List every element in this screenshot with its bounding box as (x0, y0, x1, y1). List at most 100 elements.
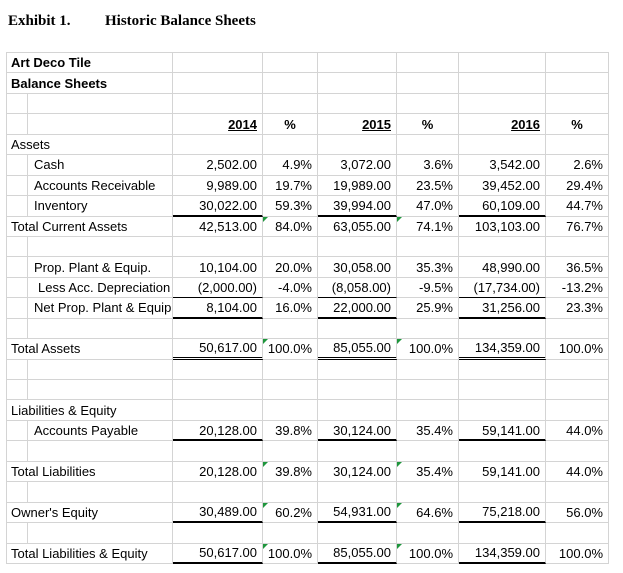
cell-percent: 4.9% (263, 155, 318, 176)
cell-value (459, 134, 546, 156)
row-label: Less Acc. Depreciation (28, 277, 173, 299)
spacer-cell (28, 523, 173, 544)
cell-value (459, 53, 546, 74)
spacer-cell (263, 318, 318, 340)
cell-value: 59,141.00 (459, 461, 546, 483)
spacer-cell (459, 359, 546, 380)
spacer-cell (397, 441, 459, 462)
cell-value: 20,128.00 (173, 461, 263, 483)
cell-percent: -9.5% (397, 277, 459, 299)
spacer-cell (397, 523, 459, 544)
spacer-cell (7, 441, 28, 462)
balance-sheet-grid: Art Deco Tile Balance Sheets 2014% 2015% 201… (6, 52, 609, 564)
indent-cell (7, 155, 28, 176)
exhibit-title: Exhibit 1. Historic Balance Sheets (8, 13, 256, 30)
error-indicator-icon (263, 339, 268, 345)
cell-percent (397, 134, 459, 156)
row-label: Net Prop. Plant & Equip (28, 298, 173, 319)
spacer-cell (263, 482, 318, 503)
year-header: 2014 (173, 114, 263, 135)
spacer-cell (459, 523, 546, 544)
cell-value: 3,072.00 (318, 155, 397, 176)
spacer-cell (318, 482, 397, 503)
cell-percent: 47.0% (397, 196, 459, 217)
spacer-cell (263, 359, 318, 380)
spacer-cell (263, 236, 318, 258)
cell-percent: 2.6% (546, 155, 609, 176)
spacer-cell (28, 236, 173, 258)
cell-percent: 100.0% (546, 339, 609, 360)
cell-percent (546, 53, 609, 74)
indent-cell (7, 420, 28, 442)
spacer-cell (173, 236, 263, 258)
cell-value (173, 53, 263, 74)
year-header: 2016 (459, 114, 546, 135)
spacer-cell (263, 93, 318, 115)
cell-percent: 74.1% (397, 216, 459, 237)
cell-percent: 39.8% (263, 461, 318, 483)
spacer-cell (173, 93, 263, 115)
error-indicator-icon (397, 543, 402, 549)
spacer-cell (28, 114, 173, 135)
cell-value: 31,256.00 (459, 298, 546, 319)
row-label: Prop. Plant & Equip. (28, 257, 173, 278)
cell-value: 30,124.00 (318, 461, 397, 483)
cell-percent (546, 400, 609, 421)
cell-value: 20,128.00 (173, 420, 263, 442)
spacer-cell (397, 380, 459, 401)
exhibit-number: Exhibit 1. (8, 13, 71, 29)
spacer-cell (546, 236, 609, 258)
spacer-cell (546, 380, 609, 401)
spacer-cell (7, 318, 28, 340)
row-label: Balance Sheets (7, 73, 173, 94)
spacer-cell (546, 482, 609, 503)
cell-percent: 100.0% (397, 543, 459, 564)
cell-value (459, 73, 546, 94)
spacer-cell (28, 359, 173, 380)
spacer-cell (459, 482, 546, 503)
spacer-cell (397, 318, 459, 340)
error-indicator-icon (263, 502, 268, 508)
cell-value: 75,218.00 (459, 502, 546, 524)
spacer-cell (7, 359, 28, 380)
cell-percent: -13.2% (546, 277, 609, 299)
cell-value: (8,058.00) (318, 277, 397, 299)
cell-value: 30,124.00 (318, 420, 397, 442)
cell-value (318, 53, 397, 74)
cell-value: 50,617.00 (173, 339, 263, 360)
cell-percent: 16.0% (263, 298, 318, 319)
cell-value: 30,058.00 (318, 257, 397, 278)
cell-percent: 59.3% (263, 196, 318, 217)
cell-percent (263, 53, 318, 74)
cell-value: 85,055.00 (318, 339, 397, 360)
spacer-cell (397, 93, 459, 115)
cell-value: 39,994.00 (318, 196, 397, 217)
spacer-cell (459, 441, 546, 462)
spacer-cell (173, 380, 263, 401)
percent-header: % (546, 114, 609, 135)
cell-value: 54,931.00 (318, 502, 397, 524)
cell-percent: -4.0% (263, 277, 318, 299)
spacer-cell (459, 380, 546, 401)
spacer-cell (7, 114, 28, 135)
cell-value: 2,502.00 (173, 155, 263, 176)
cell-percent: 64.6% (397, 502, 459, 524)
cell-percent (397, 53, 459, 74)
cell-percent: 39.8% (263, 420, 318, 442)
cell-percent: 36.5% (546, 257, 609, 278)
error-indicator-icon (397, 216, 402, 222)
cell-value: 134,359.00 (459, 543, 546, 564)
row-label: Accounts Payable (28, 420, 173, 442)
cell-percent: 44.0% (546, 420, 609, 442)
cell-value: 30,489.00 (173, 502, 263, 524)
spacer-cell (318, 93, 397, 115)
spacer-cell (546, 93, 609, 115)
spacer-cell (28, 93, 173, 115)
cell-percent: 35.4% (397, 420, 459, 442)
spacer-cell (546, 318, 609, 340)
cell-value: 9,989.00 (173, 175, 263, 197)
indent-cell (7, 196, 28, 217)
spacer-cell (546, 523, 609, 544)
cell-value: 39,452.00 (459, 175, 546, 197)
